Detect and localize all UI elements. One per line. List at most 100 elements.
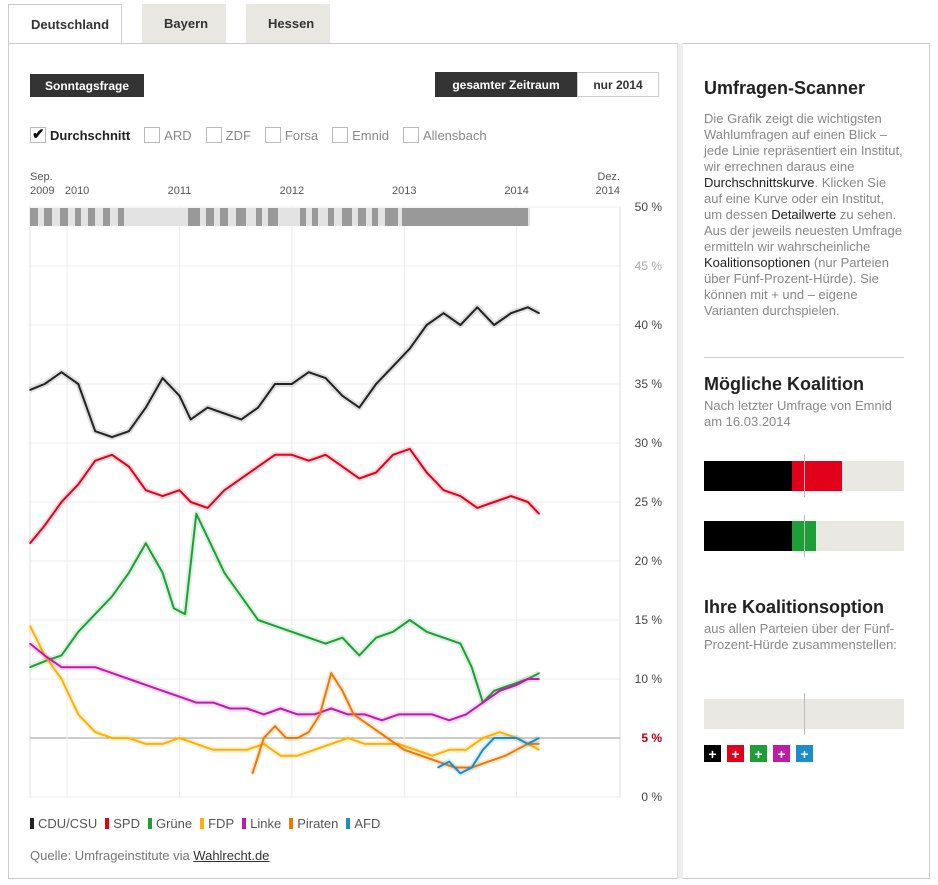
legend-item[interactable]: CDU/CSU: [30, 816, 97, 831]
data-point: [510, 495, 512, 497]
data-point: [409, 347, 411, 350]
poll-strip-mark: [236, 208, 246, 226]
legend-item[interactable]: SPD: [105, 816, 140, 831]
coalition-bar-1[interactable]: [704, 455, 904, 497]
legend-swatch: [105, 818, 110, 829]
data-point: [274, 725, 276, 727]
series-line-piraten: [251, 672, 540, 774]
filter-ard[interactable]: ARD: [144, 127, 192, 143]
y-tick-label: 25 %: [635, 495, 663, 509]
filter-forsa[interactable]: Forsa: [264, 127, 318, 143]
data-point: [94, 613, 96, 615]
majority-tick: [804, 455, 805, 497]
sonntagsfrage-button[interactable]: Sonntagsfrage: [30, 74, 144, 97]
y-tick-label: 40 %: [635, 318, 663, 332]
data-point: [94, 666, 96, 668]
x-tick-label: 2012: [280, 185, 304, 197]
legend-label: Grüne: [155, 816, 193, 831]
period-all-button[interactable]: gesamter Zeitraum: [435, 72, 577, 97]
legend-label: Piraten: [297, 816, 339, 831]
add-gruene-button[interactable]: +: [750, 745, 767, 762]
data-point: [128, 430, 130, 433]
data-point: [60, 371, 63, 374]
data-point: [296, 754, 299, 757]
data-point: [538, 749, 540, 751]
legend-item[interactable]: Grüne: [147, 816, 193, 831]
data-point: [206, 406, 209, 409]
filter-durchschnitt[interactable]: Durchschnitt: [30, 125, 130, 143]
link-durchschnitt[interactable]: Durchschnittskurve: [704, 175, 815, 190]
data-point: [538, 737, 540, 739]
data-point: [128, 572, 130, 574]
filter-label: Allensbach: [423, 127, 487, 143]
legend-label: AFD: [354, 816, 381, 831]
poll-strip-mark: [342, 208, 352, 226]
legend-item[interactable]: Linke: [242, 816, 281, 831]
poll-strip-mark: [88, 208, 95, 226]
filter-emnid[interactable]: Emnid: [332, 127, 389, 143]
link-detailwerte[interactable]: Detailwerte: [771, 207, 837, 222]
x-tick-label: 2014: [504, 185, 528, 197]
data-point: [94, 731, 96, 733]
data-point: [206, 536, 209, 539]
checkbox-icon: [205, 127, 222, 143]
coalition-title: Mögliche Koalition: [704, 374, 864, 394]
data-point: [504, 737, 507, 739]
data-point: [330, 672, 332, 674]
poll-strip-mark: [220, 208, 228, 226]
coalition-subtitle: Nach letzter Umfrage von Emnid am 16.03.…: [704, 398, 892, 429]
add-linke-button[interactable]: +: [773, 745, 790, 762]
data-point: [476, 306, 479, 309]
link-koalition[interactable]: Koalitionsoptionen: [704, 255, 811, 270]
data-point: [60, 678, 63, 680]
scanner-panel: Umfragen-Scanner Die Grafik zeigt die wi…: [704, 78, 904, 319]
data-point: [313, 713, 316, 716]
add-spd-button[interactable]: +: [727, 745, 744, 762]
legend-item[interactable]: FDP: [200, 816, 234, 831]
checkbox-icon: [30, 125, 46, 143]
data-point: [330, 743, 332, 745]
data-point: [279, 754, 282, 757]
data-point: [274, 625, 276, 627]
data-point: [60, 666, 63, 668]
filter-zdf[interactable]: ZDF: [205, 127, 251, 143]
data-point: [437, 760, 439, 763]
legend-label: Linke: [250, 816, 282, 831]
tab-deutschland[interactable]: Deutschland: [8, 4, 122, 45]
add-afd-button[interactable]: +: [796, 745, 813, 762]
data-point: [538, 743, 540, 745]
period-2014-button[interactable]: nur 2014: [577, 72, 659, 97]
x-tick-label: 2014: [596, 185, 620, 197]
poll-strip-mark: [385, 208, 398, 226]
data-point: [212, 701, 214, 704]
data-point: [212, 749, 214, 751]
data-point: [431, 713, 434, 716]
data-point: [29, 542, 31, 545]
coalition-bar-2[interactable]: [704, 515, 904, 557]
tab-hessen[interactable]: Hessen: [246, 4, 330, 43]
source-link[interactable]: Wahlrecht.de: [193, 848, 270, 863]
data-point: [425, 471, 428, 474]
data-point: [459, 642, 462, 645]
data-point: [229, 707, 231, 710]
data-point: [442, 636, 445, 639]
data-point: [510, 312, 512, 315]
legend-item[interactable]: AFD: [346, 816, 380, 831]
data-point: [111, 436, 113, 438]
coalition-panel: Mögliche Koalition Nach letzter Umfrage …: [704, 374, 904, 430]
tab-bayern[interactable]: Bayern: [142, 4, 226, 43]
data-point: [498, 690, 501, 692]
add-cdu-button[interactable]: +: [704, 745, 721, 762]
data-point: [369, 725, 372, 727]
majority-tick: [804, 515, 805, 557]
add-party-buttons: + + + + +: [704, 745, 813, 762]
data-point: [257, 465, 259, 468]
data-point: [296, 737, 299, 739]
data-point: [307, 731, 310, 733]
legend-label: CDU/CSU: [38, 816, 98, 831]
legend-item[interactable]: Piraten: [289, 816, 338, 831]
data-point: [43, 383, 46, 385]
data-point: [527, 501, 529, 503]
filter-allensbach[interactable]: Allensbach: [403, 127, 487, 143]
